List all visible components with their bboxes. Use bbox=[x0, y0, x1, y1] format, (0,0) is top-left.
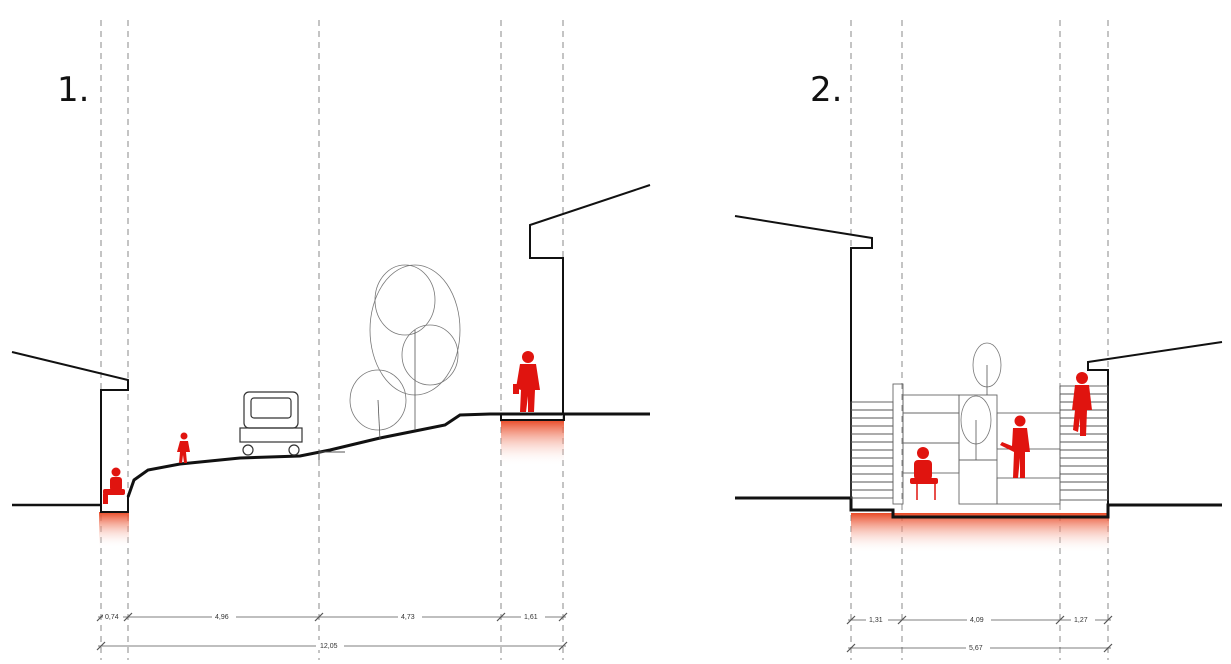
people-section-1 bbox=[103, 351, 540, 504]
central-blocks bbox=[892, 383, 1061, 505]
seated-person-icon bbox=[103, 467, 125, 504]
dim-1-1: 4,96 bbox=[215, 614, 229, 621]
walking-person-icon bbox=[513, 351, 540, 412]
foundation-left bbox=[99, 512, 129, 548]
car-icon bbox=[239, 391, 303, 456]
ground-section-2 bbox=[735, 496, 1222, 519]
left-building-2 bbox=[734, 215, 873, 505]
section-1-guides bbox=[100, 20, 564, 660]
section-1-label: 1. bbox=[57, 70, 90, 110]
dim-2-1: 4,09 bbox=[970, 617, 984, 624]
tree-icon-2 bbox=[960, 342, 1002, 460]
section-1-dimension-texts: 0,74 4,96 4,73 1,61 12,05 bbox=[103, 611, 545, 650]
dim-1-2: 4,73 bbox=[401, 614, 415, 621]
standing-person-icon bbox=[1000, 415, 1030, 478]
left-stairs bbox=[850, 401, 894, 499]
dim-1-0: 0,74 bbox=[105, 614, 119, 621]
seated-person-icon-2 bbox=[910, 447, 938, 484]
section-2-dimension-texts: 1,31 4,09 1,27 5,67 bbox=[866, 614, 1095, 652]
dim-2-total: 5,67 bbox=[969, 645, 983, 652]
foundation-right bbox=[501, 420, 564, 466]
tree-icon bbox=[349, 264, 461, 441]
people-section-2 bbox=[910, 372, 1092, 500]
dim-1-3: 1,61 bbox=[524, 614, 538, 621]
left-building bbox=[11, 351, 129, 513]
child-icon bbox=[177, 432, 190, 463]
dim-1-total: 12,05 bbox=[320, 643, 338, 650]
foundation-section-2 bbox=[851, 513, 1109, 553]
section-1: 0,74 4,96 4,73 1,61 12,05 bbox=[11, 20, 651, 660]
dim-2-0: 1,31 bbox=[869, 617, 883, 624]
bench bbox=[318, 451, 345, 460]
terrain-profile bbox=[126, 412, 650, 498]
right-building bbox=[500, 184, 651, 421]
section-2: 1,31 4,09 1,27 5,67 bbox=[734, 20, 1223, 660]
dim-2-2: 1,27 bbox=[1074, 617, 1088, 624]
section-2-label: 2. bbox=[810, 70, 843, 110]
section-2-guides bbox=[850, 20, 1109, 660]
walking-person-icon-2 bbox=[1072, 372, 1092, 436]
